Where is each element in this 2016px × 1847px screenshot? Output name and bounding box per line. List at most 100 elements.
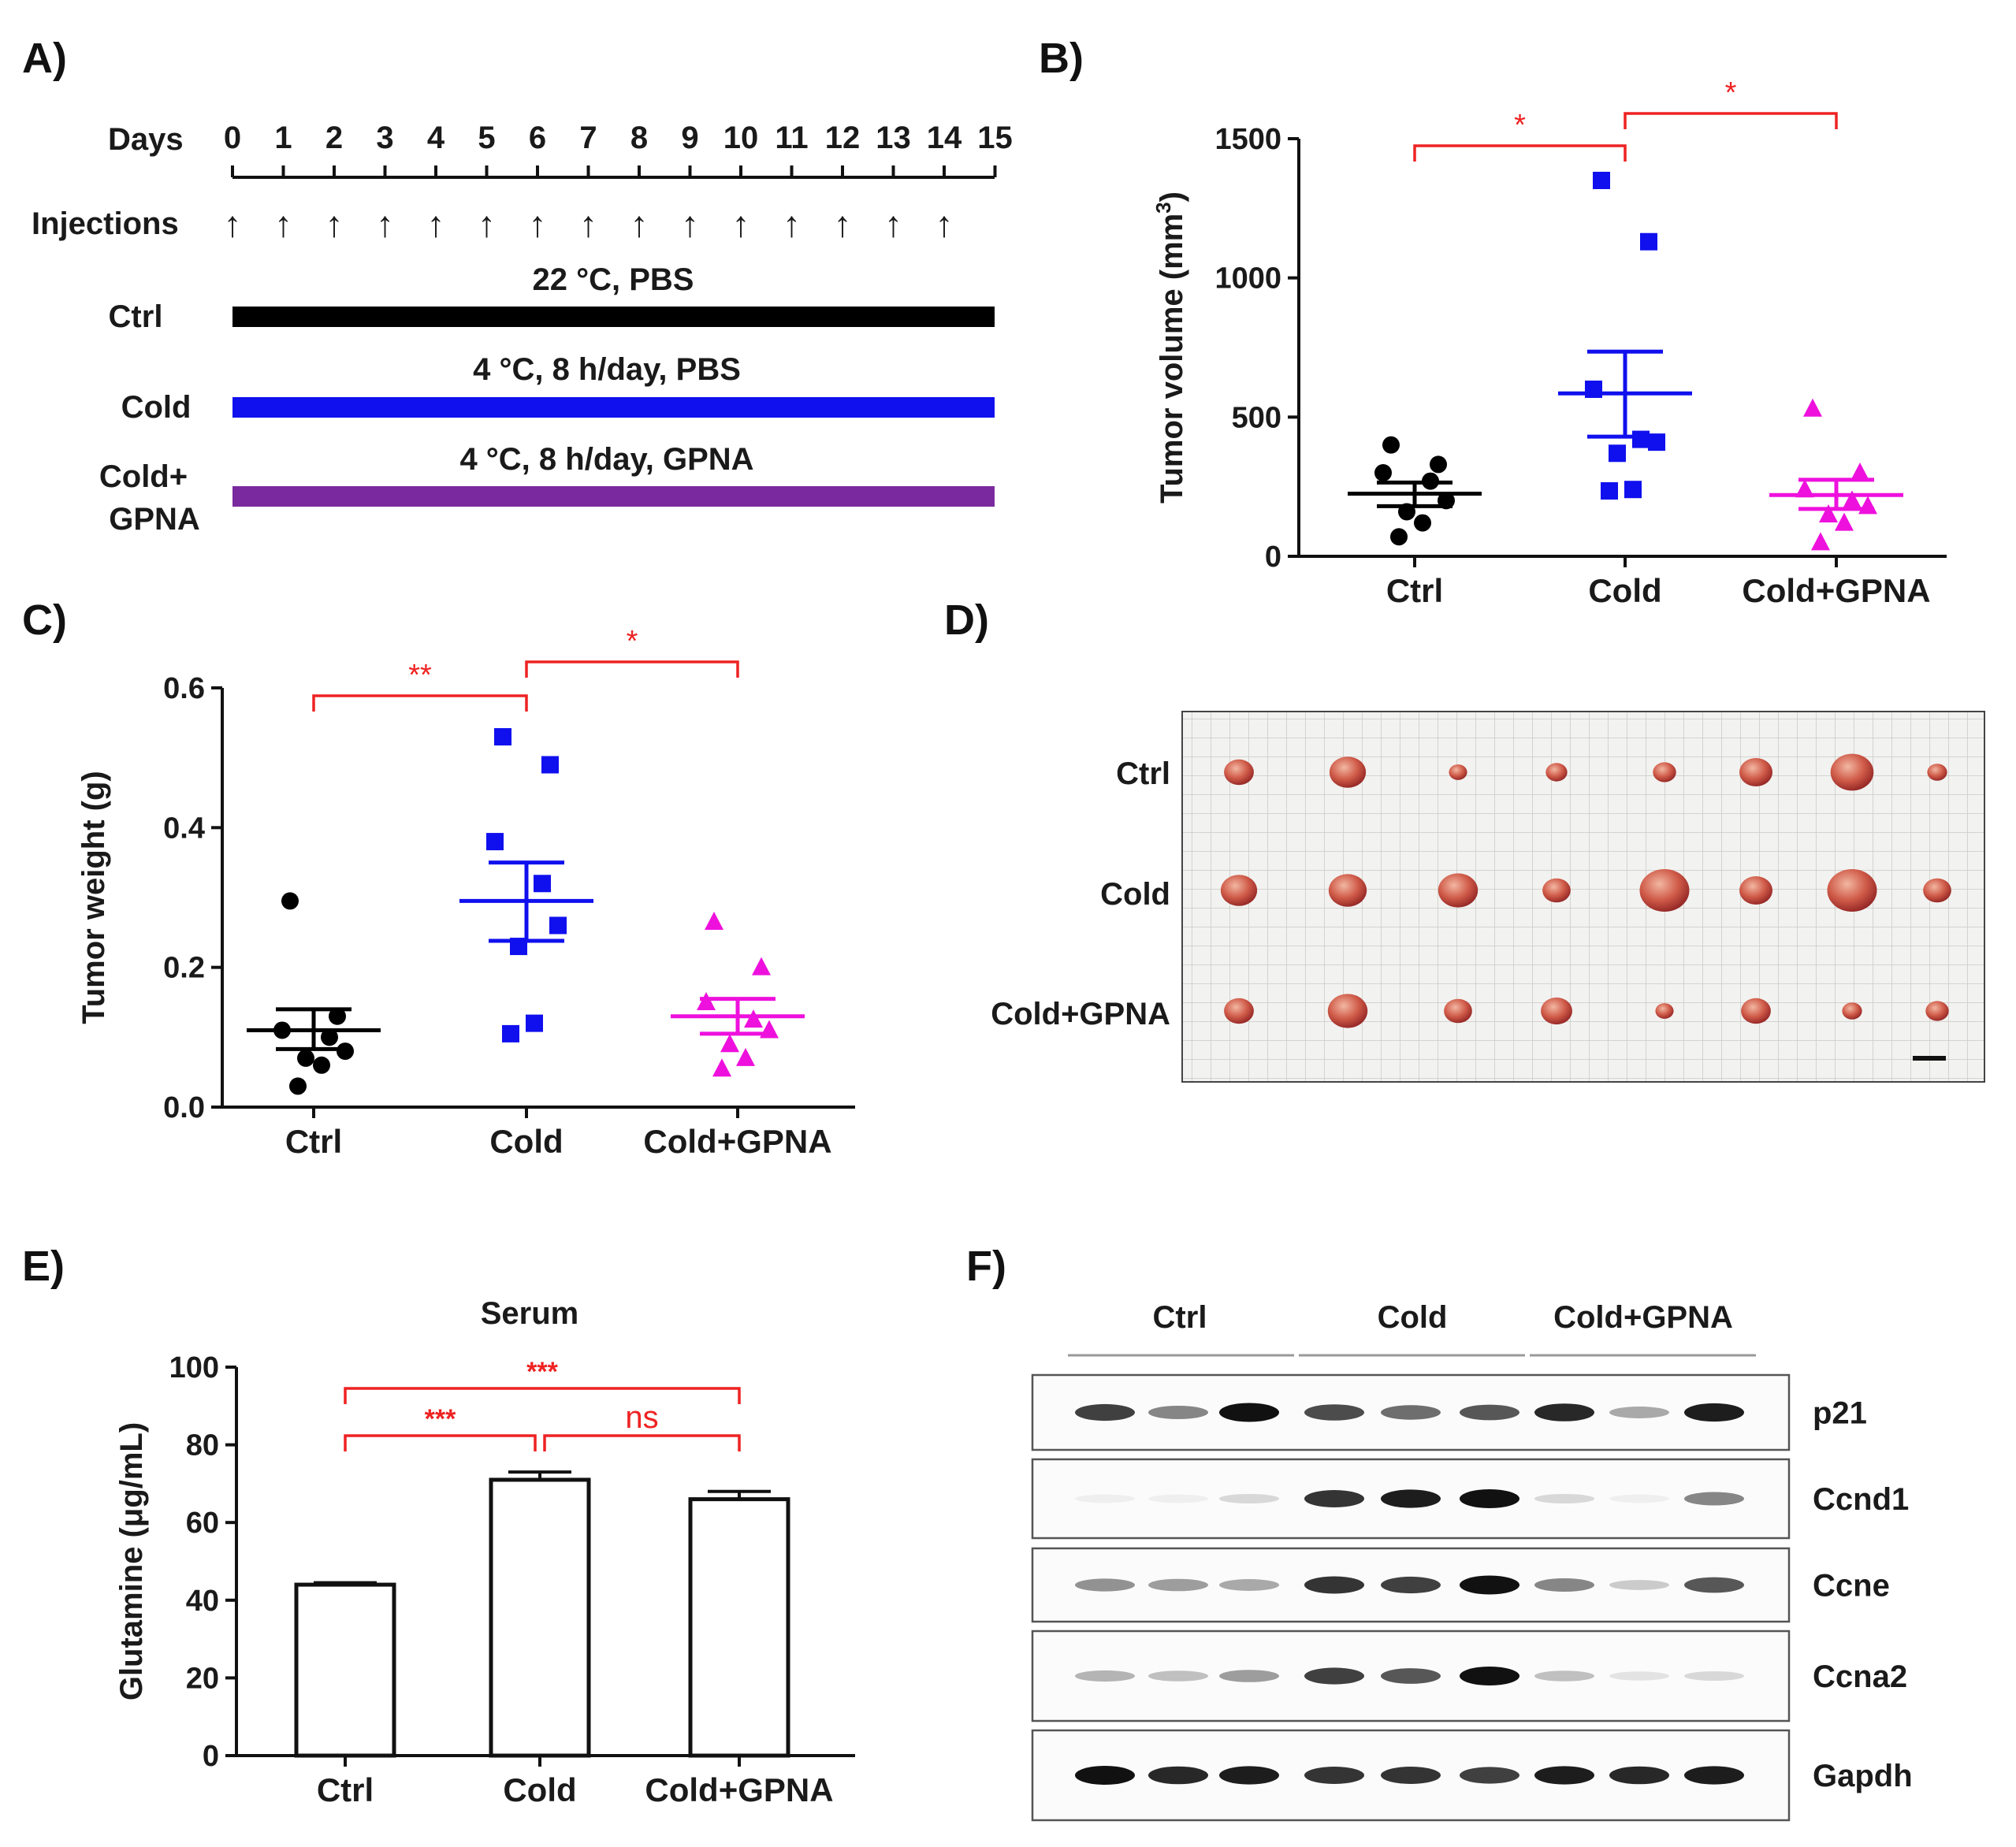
data-point-ctrl bbox=[1390, 528, 1408, 546]
blot-label-ccne: Ccne bbox=[1813, 1569, 1890, 1604]
blot-band bbox=[1075, 1494, 1135, 1503]
significance-bracket bbox=[1413, 144, 1627, 162]
chart-title: Serum bbox=[481, 1296, 579, 1331]
significance-bracket bbox=[344, 1387, 741, 1404]
data-point-cold bbox=[541, 756, 559, 774]
tumor-specimen bbox=[1438, 873, 1479, 908]
gpna-group-label-line2: GPNA bbox=[109, 502, 200, 537]
day-label: 15 bbox=[977, 121, 1013, 155]
panel-c-letter: C) bbox=[22, 596, 67, 644]
data-point-ctrl bbox=[289, 1077, 307, 1095]
data-point-ctrl bbox=[1374, 464, 1392, 481]
data-point-ctrl bbox=[321, 1028, 338, 1046]
tumor-specimen bbox=[1329, 756, 1367, 788]
blot-band bbox=[1148, 1578, 1208, 1592]
blot-label-p21: p21 bbox=[1813, 1396, 1867, 1431]
blot-band bbox=[1148, 1406, 1208, 1419]
y-axis-label: Tumor volume (mm3) bbox=[1151, 191, 1189, 504]
data-point-cold bbox=[1593, 172, 1610, 189]
day-label: 9 bbox=[681, 121, 698, 155]
data-point-cold-gpna bbox=[1803, 398, 1822, 417]
blot-group-cold: Cold bbox=[1378, 1300, 1448, 1335]
panel-f-letter: F) bbox=[966, 1243, 1006, 1290]
day-label: 3 bbox=[376, 121, 393, 155]
scale-bar bbox=[1913, 1056, 1946, 1061]
injection-arrow: ↑ bbox=[427, 203, 445, 244]
injection-arrow: ↑ bbox=[579, 203, 597, 244]
day-label: 13 bbox=[876, 121, 911, 155]
significance-label: * bbox=[1725, 76, 1737, 110]
blot-band bbox=[1381, 1576, 1441, 1594]
blot-band bbox=[1684, 1766, 1744, 1785]
blot-band bbox=[1381, 1489, 1441, 1508]
blot-band bbox=[1148, 1494, 1208, 1503]
blot-band bbox=[1460, 1489, 1519, 1508]
blot-band bbox=[1304, 1767, 1364, 1784]
data-point-cold bbox=[1640, 232, 1657, 251]
blot-band bbox=[1684, 1492, 1744, 1506]
day-label: 2 bbox=[325, 121, 343, 155]
data-point-cold-gpna bbox=[1858, 496, 1877, 515]
blot-band bbox=[1534, 1670, 1594, 1682]
data-point-cold-gpna bbox=[1795, 479, 1814, 498]
y-tick-label: 100 bbox=[169, 1351, 219, 1384]
panel-e-letter: E) bbox=[22, 1243, 65, 1290]
day-label: 10 bbox=[723, 121, 759, 155]
significance-bracket bbox=[312, 694, 528, 712]
tumor-specimen bbox=[1653, 762, 1676, 782]
injection-arrow: ↑ bbox=[834, 203, 852, 244]
y-tick-label: 0.2 bbox=[163, 952, 205, 985]
y-tick-label: 20 bbox=[186, 1662, 219, 1695]
photo-row-ctrl-label: Ctrl bbox=[1116, 756, 1170, 791]
data-point-ctrl bbox=[329, 1007, 346, 1025]
injection-arrow: ↑ bbox=[274, 203, 292, 244]
data-point-cold bbox=[1632, 430, 1650, 448]
data-point-cold-gpna bbox=[1819, 504, 1838, 522]
blot-band bbox=[1148, 1670, 1208, 1682]
data-point-ctrl bbox=[313, 1056, 330, 1074]
blot-band bbox=[1075, 1403, 1135, 1421]
y-tick-label: 40 bbox=[186, 1585, 219, 1618]
blot-band bbox=[1381, 1767, 1441, 1784]
blot-band bbox=[1381, 1405, 1441, 1420]
blot-band bbox=[1304, 1490, 1364, 1507]
y-axis-label-close: ) bbox=[1155, 191, 1189, 202]
blot-label-gapdh: Gapdh bbox=[1813, 1759, 1913, 1793]
data-point-cold-gpna bbox=[712, 1058, 731, 1077]
cold-treatment-bar bbox=[232, 397, 995, 418]
blot-band bbox=[1460, 1575, 1519, 1595]
data-point-cold-gpna bbox=[1850, 463, 1869, 481]
significance-label: *** bbox=[425, 1404, 456, 1434]
tumor-specimen bbox=[1328, 874, 1367, 907]
data-point-ctrl bbox=[281, 892, 299, 910]
gpna-condition: 4 °C, 8 h/day, GPNA bbox=[459, 442, 753, 477]
data-point-ctrl bbox=[337, 1042, 354, 1061]
significance-label: *** bbox=[526, 1357, 558, 1387]
y-tick-label: 500 bbox=[1232, 401, 1281, 434]
tumor-specimen bbox=[1739, 758, 1772, 786]
injection-arrow: ↑ bbox=[224, 203, 242, 244]
tumor-specimen bbox=[1542, 878, 1571, 903]
chart-b-plot: 0 500 1000 1500 Tumor volume (mm3) Ctrl Cold Co… bbox=[1151, 76, 1947, 609]
tumor-specimen bbox=[1830, 753, 1874, 791]
blot-band bbox=[1075, 1578, 1135, 1592]
y-tick-label: 0.6 bbox=[163, 672, 205, 705]
data-point-ctrl bbox=[1430, 455, 1447, 474]
tumor-specimens bbox=[1220, 753, 1951, 1028]
data-point-cold bbox=[526, 1014, 543, 1032]
y-axis-label-superscript: 3 bbox=[1151, 202, 1175, 213]
data-point-cold bbox=[1609, 444, 1626, 463]
y-axis-label: Glutamine (μg/mL) bbox=[114, 1422, 149, 1700]
panel-f: F) Ctrl Cold Cold+GPNA p21 Ccnd1 Ccne Ccna2… bbox=[966, 1243, 1913, 1822]
significance-bracket bbox=[344, 1434, 537, 1451]
blot-band bbox=[1304, 1576, 1364, 1594]
blot-band bbox=[1381, 1668, 1441, 1684]
x-category-label: Cold bbox=[489, 1123, 563, 1160]
day-label: 14 bbox=[927, 121, 962, 155]
cold-condition: 4 °C, 8 h/day, PBS bbox=[473, 352, 741, 387]
y-tick-label: 1500 bbox=[1214, 123, 1281, 156]
blot-band bbox=[1460, 1404, 1519, 1421]
days-label: Days bbox=[108, 122, 184, 157]
blot-label-ccna2: Ccna2 bbox=[1813, 1659, 1907, 1694]
blot-band bbox=[1219, 1579, 1279, 1591]
